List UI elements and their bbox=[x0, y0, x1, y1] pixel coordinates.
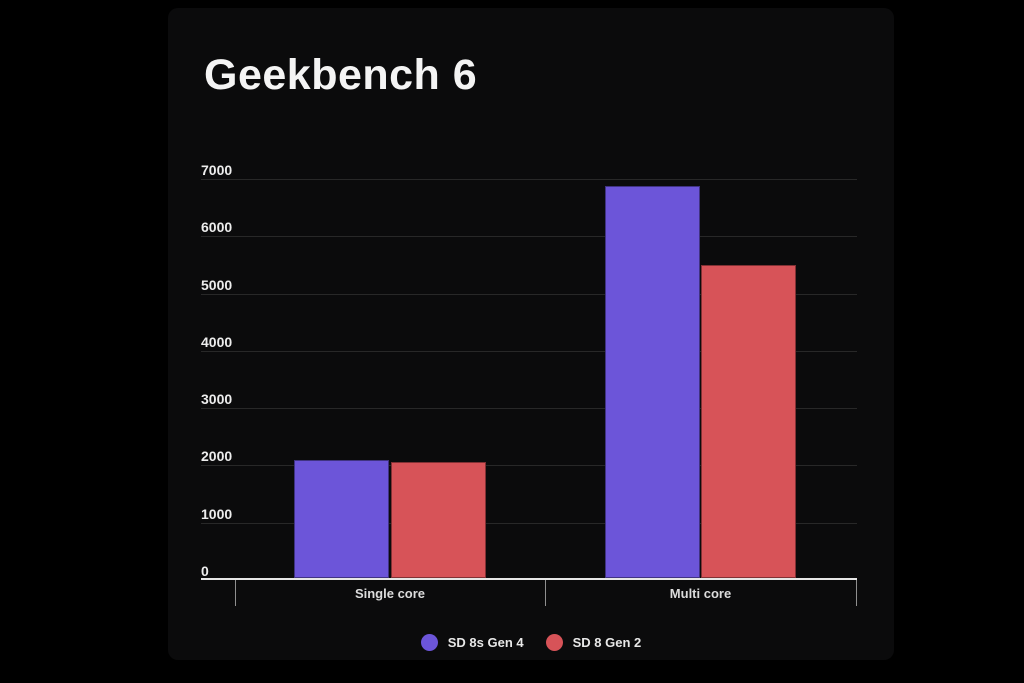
bar-sd-8s-gen-4-single-core bbox=[294, 460, 390, 578]
legend-dot-sd-8s-gen-4-icon bbox=[420, 634, 438, 651]
y-axis-tick-label: 5000 bbox=[201, 276, 233, 293]
plot-area: 0 1000 2000 3000 4000 5000 6000 7000 Single core… bbox=[201, 162, 857, 606]
gridline-7000 bbox=[201, 179, 857, 180]
bar-sd-8s-gen-4-multi-core bbox=[604, 186, 700, 578]
legend: SD 8s Gen 4 SD 8 Gen 2 bbox=[168, 634, 894, 651]
gridline-1000 bbox=[201, 522, 857, 524]
x-axis-label-multi-core: Multi core bbox=[669, 586, 732, 601]
gridline-4000 bbox=[201, 350, 857, 352]
y-axis-tick-label: 6000 bbox=[201, 219, 233, 236]
legend-item-sd-8-gen-2[interactable]: SD 8 Gen 2 bbox=[545, 634, 642, 651]
gridline-3000 bbox=[201, 408, 857, 410]
bar-sd-8-gen-2-multi-core bbox=[701, 265, 797, 578]
legend-label-sd-8-gen-2: SD 8 Gen 2 bbox=[572, 635, 642, 650]
x-axis-line bbox=[201, 578, 857, 580]
y-axis-tick-label: 0 bbox=[201, 563, 209, 579]
x-axis-label-single-core: Single core bbox=[354, 586, 426, 601]
y-axis-tick-label: 1000 bbox=[201, 505, 233, 522]
y-axis-tick-label: 3000 bbox=[201, 391, 233, 408]
chart-title: Geekbench 6 bbox=[204, 51, 478, 99]
gridline-5000 bbox=[201, 293, 857, 295]
x-axis-tick bbox=[545, 580, 546, 606]
bar-sd-8-gen-2-single-core bbox=[390, 462, 486, 578]
y-axis-tick-label: 7000 bbox=[201, 162, 233, 178]
y-axis-tick-label: 2000 bbox=[201, 448, 233, 465]
x-axis-tick bbox=[235, 580, 236, 606]
chart-card: Geekbench 6 0 1000 2000 3000 4000 5000 6000 700… bbox=[168, 8, 894, 660]
x-axis-tick bbox=[856, 580, 857, 606]
gridline-6000 bbox=[201, 236, 857, 238]
legend-label-sd-8s-gen-4: SD 8s Gen 4 bbox=[447, 635, 524, 650]
legend-dot-sd-8-gen-2-icon bbox=[545, 634, 563, 651]
gridline-2000 bbox=[201, 465, 857, 467]
y-axis-tick-label: 4000 bbox=[201, 333, 233, 350]
legend-item-sd-8s-gen-4[interactable]: SD 8s Gen 4 bbox=[420, 634, 524, 651]
